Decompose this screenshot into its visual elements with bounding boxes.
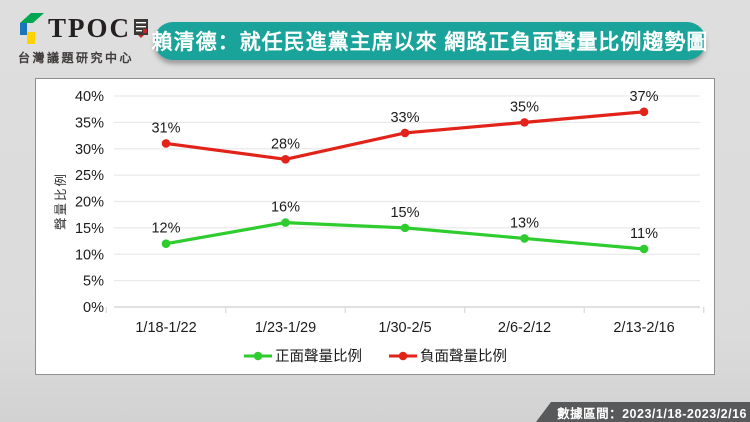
data-label: 13% — [510, 215, 539, 231]
y-axis-title: 聲量比例 — [54, 172, 68, 231]
data-label: 16% — [271, 200, 300, 216]
y-tick-label: 10% — [75, 247, 104, 263]
data-label: 33% — [390, 110, 419, 126]
logo-subtitle: 台灣議題研究中心 — [18, 51, 135, 65]
logo-brand-text: TPOC — [47, 12, 131, 43]
legend-label: 正面聲量比例 — [275, 349, 362, 365]
y-tick-label: 15% — [75, 221, 104, 237]
chart-legend: 正面聲量比例 負面聲量比例 — [36, 345, 714, 366]
chart-panel: 0% 5% 10% 15% 20% 25% 30% 35% 40% 1/18-1/22 1/23-1… — [35, 78, 715, 375]
data-point — [161, 239, 171, 248]
data-point — [281, 155, 290, 164]
data-label: 37% — [629, 89, 658, 105]
y-tick-label: 35% — [75, 115, 104, 131]
data-point — [400, 128, 410, 138]
legend-item: 正面聲量比例 — [243, 345, 362, 366]
data-label: 15% — [390, 205, 419, 221]
y-tick-label: 25% — [75, 168, 104, 184]
page-title: 賴清德：就任民進黨主席以來 網路正負面聲量比例趨勢圖 — [151, 31, 709, 54]
y-tick-label: 5% — [83, 274, 104, 290]
data-label: 31% — [151, 120, 180, 136]
y-tick-label: 30% — [75, 142, 104, 158]
data-range-banner: 數據區間：2023/1/18-2023/2/16 — [536, 402, 750, 422]
data-point — [520, 234, 529, 243]
data-point — [281, 218, 290, 227]
x-tick-label: 2/13-2/16 — [613, 320, 674, 336]
data-range-label: 數據區間：2023/1/18-2023/2/16 — [557, 406, 747, 421]
data-point — [400, 223, 410, 233]
tpoc-seal-icon — [134, 18, 148, 38]
legend-marker-icon — [389, 351, 417, 360]
data-point — [161, 139, 171, 148]
x-tick-label: 1/23-1/29 — [255, 320, 316, 336]
y-tick-label: 0% — [83, 300, 104, 316]
x-tick-label: 1/30-2/5 — [378, 320, 431, 336]
tpoc-logo: TPOC 台灣議題研究中心 — [18, 10, 148, 66]
tpoc-logo-icon — [19, 13, 44, 44]
data-point — [639, 244, 649, 254]
chart-title-banner: 賴清德：就任民進黨主席以來 網路正負面聲量比例趨勢圖 — [151, 22, 709, 60]
x-tick-label: 2/6-2/12 — [498, 320, 551, 336]
y-tick-label: 40% — [75, 89, 104, 105]
data-point — [520, 118, 529, 127]
chart-svg: 0% 5% 10% 15% 20% 25% 30% 35% 40% 1/18-1/22 1/23-1… — [75, 89, 705, 336]
data-label: 12% — [151, 221, 180, 237]
data-label: 35% — [510, 99, 539, 115]
x-tick-label: 1/18-1/22 — [135, 320, 196, 336]
legend-item: 負面聲量比例 — [388, 345, 507, 366]
data-label: 11% — [630, 226, 658, 242]
data-point — [639, 107, 649, 117]
y-tick-label: 20% — [75, 195, 104, 211]
legend-marker-icon — [244, 351, 272, 360]
legend-label: 負面聲量比例 — [420, 349, 507, 365]
data-label: 28% — [271, 136, 300, 152]
